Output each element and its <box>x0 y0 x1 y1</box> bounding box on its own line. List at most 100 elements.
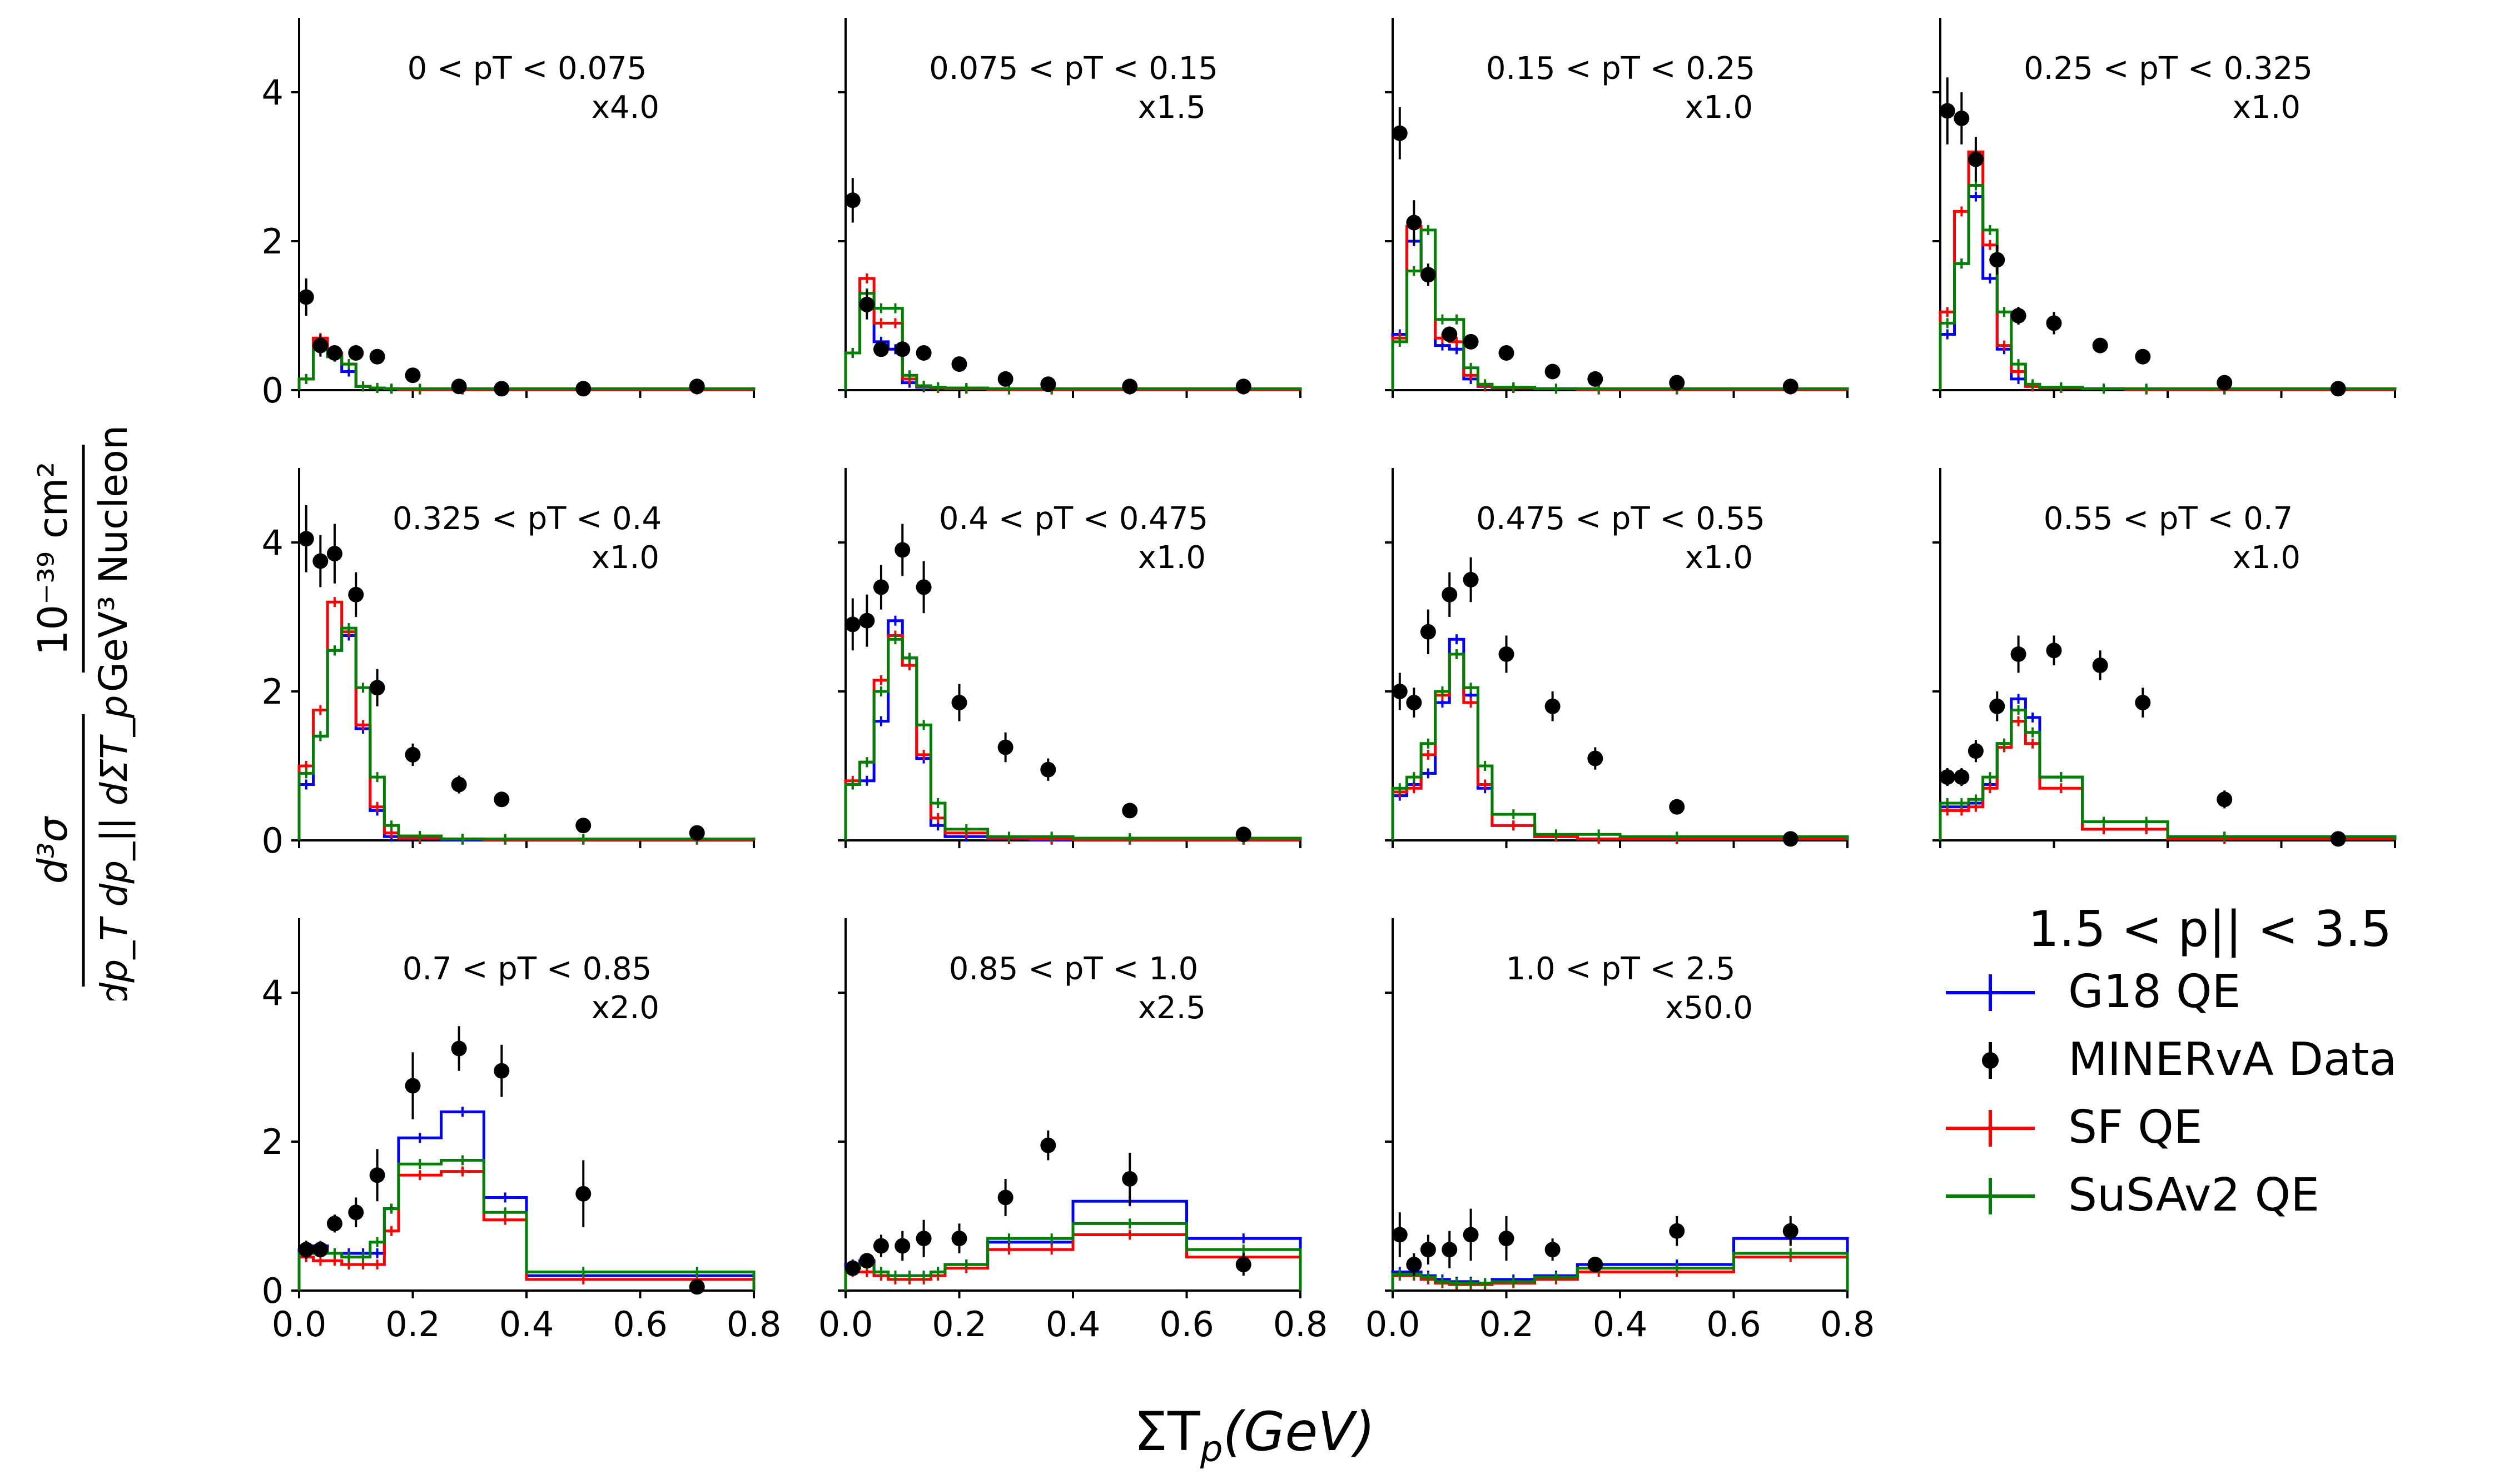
x-tick-label: 0.8 <box>727 1304 782 1344</box>
y-tick-label: 2 <box>262 671 284 712</box>
data-point <box>1463 1227 1479 1243</box>
data-point <box>1463 572 1479 587</box>
data-point <box>312 553 329 569</box>
data-point <box>1406 695 1422 711</box>
data-point <box>689 379 705 395</box>
sf-histogram <box>297 336 756 391</box>
x-tick-label: 0.4 <box>1046 1304 1101 1344</box>
data-point <box>844 192 861 208</box>
data-point <box>859 612 875 629</box>
y-tick-label: 4 <box>262 522 284 563</box>
data-point <box>1587 750 1603 766</box>
data-point <box>298 289 314 305</box>
legend-symbol-sf <box>1940 1093 2040 1161</box>
sf-histogram <box>1391 225 1849 391</box>
data-point <box>916 579 932 595</box>
data-point <box>1122 1171 1138 1187</box>
y-tick-label: 2 <box>262 221 284 262</box>
data-point <box>2092 658 2108 674</box>
data-point <box>916 345 932 361</box>
data-point <box>2330 831 2346 847</box>
panel-5: 0 2 4 0.325 < pT < 0.4x1.0 <box>262 468 756 861</box>
panel-scale: x2.0 <box>592 990 659 1026</box>
data-point <box>494 381 510 397</box>
data-point <box>1122 803 1138 819</box>
x-tick-label: 0.6 <box>1706 1304 1761 1344</box>
data-point <box>689 1279 705 1295</box>
panel-title: 0.55 < pT < 0.7 <box>2044 501 2293 537</box>
data-point <box>1782 379 1798 395</box>
data-point <box>348 345 364 361</box>
susa-histogram <box>844 638 1302 840</box>
x-tick-label: 0.6 <box>1159 1304 1214 1344</box>
panel-title: 0.075 < pT < 0.15 <box>929 51 1218 87</box>
data-point <box>326 1216 342 1232</box>
x-tick-label: 0.0 <box>818 1304 873 1344</box>
data-point <box>405 367 421 384</box>
data-point <box>1040 1137 1056 1153</box>
data-point <box>2092 337 2108 353</box>
panel-title: 0.325 < pT < 0.4 <box>393 501 662 537</box>
legend-entry-susa: SuSAv2 QE <box>1940 1161 2441 1229</box>
data-point <box>348 586 364 602</box>
legend-entry-sf: SF QE <box>1940 1093 2441 1161</box>
data-point <box>1420 1242 1436 1258</box>
data-point <box>298 1242 314 1258</box>
legend: 1.5 < p|| < 3.5 G18 QE MINERvA Data SF Q… <box>1940 900 2441 1278</box>
data-point <box>369 680 385 696</box>
data-point <box>1420 624 1436 640</box>
data-point <box>873 1238 889 1254</box>
x-tick-label: 0.2 <box>932 1304 987 1344</box>
legend-symbol-data <box>1940 1025 2040 1093</box>
x-tick-label: 0.0 <box>272 1304 327 1344</box>
legend-label-g18: G18 QE <box>2068 965 2241 1018</box>
y-tick-label: 0 <box>262 820 284 861</box>
data-point <box>312 1242 329 1258</box>
legend-symbol-g18 <box>1940 958 2040 1025</box>
legend-label-susa: SuSAv2 QE <box>2068 1168 2320 1222</box>
y-tick-label: 2 <box>262 1122 284 1162</box>
panel-title: 0.15 < pT < 0.25 <box>1486 51 1755 87</box>
data-point <box>1544 363 1561 380</box>
data-point <box>859 296 875 312</box>
data-point <box>916 1231 932 1247</box>
data-point <box>1939 103 1955 119</box>
data-point <box>1392 125 1408 141</box>
data-point <box>2135 348 2151 365</box>
data-point <box>1463 333 1479 350</box>
data-point <box>997 371 1013 387</box>
data-point <box>1392 684 1408 699</box>
ylabel-num-bottom: dp_T dp_|| dΣT_p <box>93 695 136 1000</box>
data-point <box>1498 646 1514 662</box>
data-point <box>326 345 342 361</box>
data-point <box>2010 308 2026 323</box>
data-point <box>2046 643 2062 659</box>
data-point <box>689 825 705 841</box>
sf-histogram <box>844 634 1302 841</box>
legend-label-sf: SF QE <box>2068 1100 2203 1154</box>
data-point <box>575 818 592 834</box>
y-tick-label: 0 <box>262 1271 284 1311</box>
ylabel-den-bottom: GeV³ Nucleon <box>91 425 136 692</box>
g18-histogram <box>844 619 1302 841</box>
data-point <box>2217 791 2233 808</box>
data-point <box>1939 769 1955 785</box>
data-point <box>859 1253 875 1269</box>
susa-histogram <box>1939 709 2397 840</box>
data-point <box>1968 743 1984 759</box>
data-point <box>348 1204 364 1221</box>
panel-scale: x1.0 <box>2233 540 2301 576</box>
data-point <box>451 379 467 395</box>
panel-scale: x4.0 <box>592 89 659 126</box>
data-point <box>494 1063 510 1079</box>
panel-scale: x1.0 <box>1685 89 1753 126</box>
panel-scale: x1.0 <box>1138 540 1206 576</box>
data-point <box>1442 586 1458 602</box>
data-point <box>1420 267 1436 283</box>
sf-histogram <box>1391 653 1849 840</box>
xlabel-sub: p <box>1200 1429 1223 1471</box>
